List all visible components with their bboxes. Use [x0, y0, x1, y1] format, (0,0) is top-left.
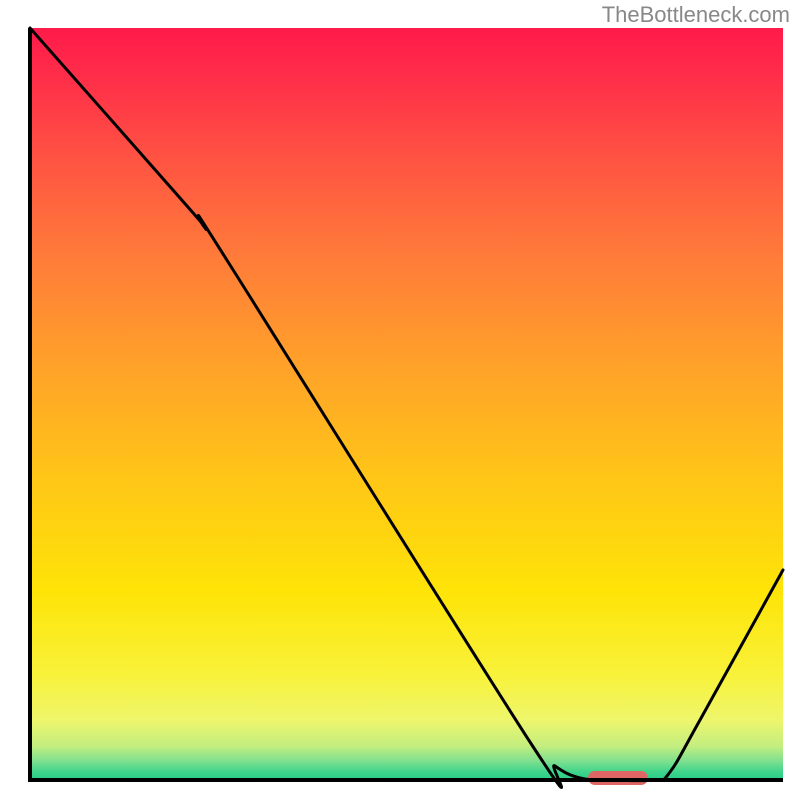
- plot-background: [30, 28, 783, 780]
- bottleneck-chart: [0, 0, 800, 800]
- watermark-text: TheBottleneck.com: [602, 2, 790, 28]
- chart-container: TheBottleneck.com: [0, 0, 800, 800]
